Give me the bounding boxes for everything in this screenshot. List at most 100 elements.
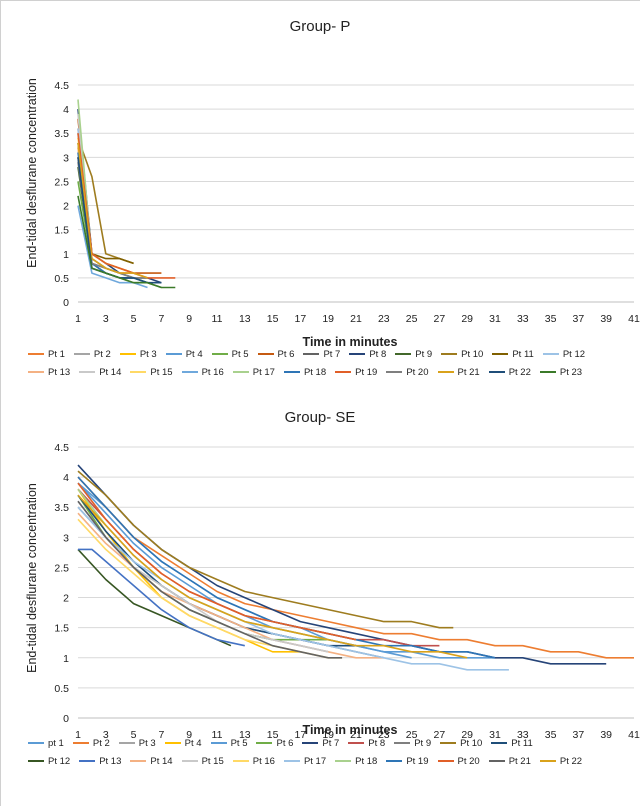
legend-label: pt 1 — [48, 737, 64, 749]
legend-item: Pt 21 — [437, 366, 480, 378]
legend-label: Pt 9 — [414, 737, 432, 749]
legend-swatch — [28, 353, 44, 355]
chart-title-group-se: Group- SE — [284, 409, 356, 426]
x-tick-label: 9 — [186, 729, 192, 741]
legend-label: Pt 4 — [184, 737, 202, 749]
legend-label: Pt 6 — [277, 348, 295, 360]
series-line — [77, 133, 148, 284]
y-tick-label: 2 — [63, 593, 69, 605]
legend-swatch — [72, 742, 89, 744]
legend-item: Pt 14 — [79, 367, 121, 378]
x-tick-label: 33 — [517, 729, 529, 741]
legend-label: Pt 20 — [406, 366, 429, 378]
y-tick-label: 3.5 — [54, 502, 69, 514]
x-tick-label: 11 — [212, 729, 223, 741]
x-tick-label: 41 — [628, 729, 640, 741]
legend-item: Pt 7 — [303, 349, 340, 360]
chart-0: 00.511.522.533.544.51 3 5 7 9 11 13 15 17 19 21 23 2… — [54, 80, 640, 325]
x-tick-label: 13 — [239, 313, 251, 325]
legend-item: Pt 2 — [73, 349, 111, 360]
legend-swatch — [395, 353, 412, 355]
x-axis-label-group-se: Time in minutes — [302, 723, 398, 737]
legend-swatch — [211, 353, 228, 355]
legend-swatch — [79, 371, 96, 373]
x-tick-label: 1 — [75, 313, 81, 325]
y-tick-label: 0.5 — [54, 273, 69, 285]
legend-swatch — [386, 760, 403, 762]
legend-item: Pt 13 — [79, 756, 121, 767]
y-tick-label: 0 — [63, 297, 69, 309]
legend-item: Pt 16 — [181, 367, 224, 378]
x-tick-label: 29 — [461, 313, 473, 325]
legend-swatch — [394, 742, 411, 744]
series-line — [77, 506, 509, 671]
legend-swatch — [335, 760, 352, 762]
legend-swatch — [492, 353, 509, 355]
x-tick-label: 3 — [103, 729, 109, 741]
legend-swatch — [441, 353, 458, 355]
x-tick-label: 33 — [517, 313, 529, 325]
legend-label: Pt 12 — [562, 348, 586, 360]
y-tick-label: 3 — [63, 152, 69, 164]
legend-swatch — [119, 353, 136, 355]
x-tick-label: 17 — [295, 313, 307, 325]
legend-swatch — [73, 353, 90, 355]
legend-row: pt 1 Pt 2 Pt 3 Pt 4 Pt 5 Pt 6 Pt 7 Pt 8 Pt 9 Pt 1… — [28, 734, 638, 752]
legend-item: Pt 2 — [72, 738, 110, 749]
x-tick-label: 31 — [489, 729, 501, 741]
legend-swatch — [437, 760, 454, 762]
series-line — [78, 548, 245, 647]
x-tick-label: 31 — [489, 313, 501, 325]
legend-swatch — [257, 353, 274, 355]
legend-item: pt 1 — [28, 738, 64, 749]
x-tick-label: 5 — [131, 729, 137, 741]
legend-swatch — [232, 760, 249, 762]
legend-label: Pt 11 — [512, 348, 534, 360]
y-tick-label: 3.5 — [54, 128, 69, 140]
legend-item: Pt 21 — [488, 756, 531, 767]
legend-item: Pt 7 — [302, 738, 339, 749]
legend-label: Pt 3 — [138, 737, 156, 749]
legend-label: Pt 17 — [252, 366, 275, 378]
legend-item: Pt 5 — [211, 349, 249, 360]
legend-swatch — [28, 760, 44, 762]
y-tick-label: 4 — [63, 104, 69, 116]
legend-row: Pt 13 Pt 14 Pt 15 Pt 16 Pt 17 Pt 18 Pt 19 Pt 20… — [28, 363, 638, 381]
legend-item: Pt 20 — [386, 366, 429, 378]
legend-item: Pt 12 — [542, 348, 586, 360]
x-tick-label: 15 — [267, 729, 279, 741]
legend-item: Pt 16 — [232, 756, 275, 767]
legend-swatch — [542, 353, 559, 355]
x-tick-label: 9 — [186, 313, 192, 325]
legend-item: Pt 17 — [232, 366, 275, 378]
legend-item: Pt 14 — [130, 755, 173, 767]
legend-label: Pt 20 — [457, 755, 480, 767]
legend-item: Pt 6 — [257, 348, 295, 360]
x-tick-label: 13 — [239, 729, 251, 741]
x-tick-label: 37 — [573, 729, 585, 741]
legend-swatch — [28, 371, 44, 373]
legend-label: Pt 8 — [369, 348, 387, 360]
series-line — [77, 494, 356, 647]
legend-label: Pt 21 — [457, 366, 480, 378]
series-line — [77, 482, 495, 659]
legend-item: Pt 8 — [348, 738, 385, 749]
legend-item: Pt 23 — [539, 367, 582, 378]
y-tick-label: 2 — [63, 201, 69, 213]
legend-swatch — [437, 371, 454, 373]
legend-label: Pt 9 — [415, 348, 433, 360]
legend-label: Pt 7 — [323, 348, 341, 360]
y-tick-label: 3 — [63, 532, 69, 544]
legend-swatch — [491, 742, 508, 744]
legend-swatch — [164, 742, 181, 744]
legend-label: Pt 14 — [150, 755, 173, 767]
legend-swatch — [335, 371, 352, 373]
legend-item: Pt 22 — [488, 367, 531, 378]
legend-group-p: Pt 1 Pt 2 Pt 3 Pt 4 Pt 5 Pt 6 Pt 7 Pt 8 Pt 9 Pt 1… — [28, 345, 638, 381]
x-tick-label: 39 — [600, 729, 612, 741]
legend-swatch — [165, 353, 182, 355]
legend-swatch — [440, 742, 457, 744]
x-tick-label: 19 — [322, 313, 334, 325]
legend-group-se: pt 1 Pt 2 Pt 3 Pt 4 Pt 5 Pt 6 Pt 7 Pt 8 Pt 9 Pt 1… — [28, 734, 638, 770]
